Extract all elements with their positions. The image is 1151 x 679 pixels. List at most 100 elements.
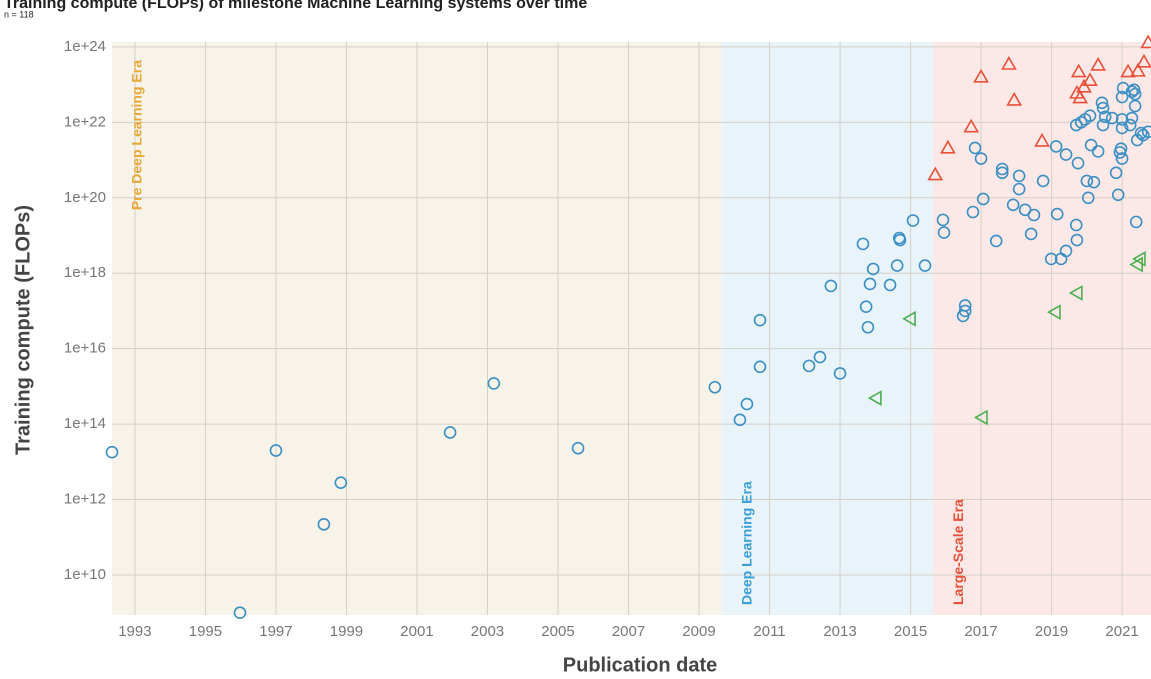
data-point: [883, 278, 897, 292]
data-point: [740, 397, 754, 411]
data-point: [1136, 53, 1151, 68]
data-point: [859, 300, 873, 313]
data-point: [1036, 174, 1050, 188]
data-point: [1091, 145, 1105, 158]
data-point: [733, 413, 747, 427]
data-point: [936, 213, 950, 227]
data-point: [1049, 140, 1063, 153]
x-tick-label: 2007: [612, 623, 645, 640]
data-point: [1095, 96, 1109, 110]
data-point: [1059, 244, 1073, 258]
x-tick-label: 2013: [823, 623, 856, 640]
y-axis-label: Training compute (FLOPs): [12, 205, 34, 455]
data-point: [1115, 90, 1129, 104]
x-tick-label: 2021: [1105, 623, 1138, 640]
data-point: [1083, 109, 1097, 123]
x-axis-label: Publication date: [563, 654, 717, 676]
grid: [112, 42, 1151, 615]
data-point: [1115, 121, 1129, 135]
data-point: [487, 377, 501, 390]
x-tick-label: 2001: [400, 623, 433, 640]
data-point: [902, 310, 916, 327]
data-point: [856, 237, 870, 251]
data-point: [753, 313, 767, 327]
data-point: [1059, 148, 1073, 161]
data-point: [233, 606, 247, 620]
data-point: [1131, 251, 1146, 267]
data-point: [906, 214, 920, 227]
data-point: [918, 259, 932, 272]
data-point: [1087, 175, 1101, 189]
data-point: [973, 68, 989, 83]
chart-subtitle: n = 118: [4, 9, 34, 19]
data-point: [1125, 85, 1139, 98]
y-tick-label: 1e+22: [64, 113, 106, 130]
data-point: [863, 277, 877, 291]
data-point: [1080, 174, 1094, 188]
data-point: [989, 234, 1003, 248]
data-point: [1076, 78, 1092, 93]
data-point: [927, 166, 944, 181]
data-point: [802, 359, 816, 373]
x-tick-label: 2017: [964, 623, 997, 640]
data-point: [269, 444, 283, 457]
data-point: [958, 299, 972, 312]
data-point: [1084, 138, 1098, 152]
x-tick-label: 1995: [189, 623, 222, 640]
data-point: [1109, 166, 1123, 180]
data-point: [866, 262, 880, 276]
x-tick-label: 2009: [682, 623, 715, 640]
data-point: [1071, 156, 1085, 170]
data-point: [1098, 110, 1112, 124]
data-point: [1123, 118, 1137, 132]
y-tick-label: 1e+14: [64, 415, 106, 432]
data-point: [1068, 285, 1083, 301]
data-point: [1120, 63, 1136, 78]
data-point: [974, 152, 988, 165]
y-tick-label: 1e+12: [64, 491, 106, 508]
data-point: [867, 390, 882, 406]
x-tick-label: 1997: [259, 623, 292, 640]
data-point: [1001, 56, 1017, 70]
data-point: [958, 304, 972, 318]
x-tick-label: 1999: [330, 623, 363, 640]
data-point: [1082, 72, 1098, 87]
data-point: [892, 231, 906, 245]
data-point: [1012, 169, 1026, 183]
data-point: [1069, 218, 1083, 232]
data-point: [1129, 215, 1143, 229]
y-tick-label: 1e+24: [64, 38, 106, 55]
era-label: Pre Deep Learning Era: [129, 60, 145, 210]
data-point: [963, 118, 980, 133]
data-point: [1114, 142, 1128, 156]
data-point: [1128, 87, 1142, 101]
data-point: [1070, 63, 1087, 78]
era-region: [933, 42, 1151, 615]
era-label: Deep Learning Era: [738, 481, 754, 605]
data-point: [966, 205, 980, 219]
data-point: [1027, 208, 1041, 222]
data-point: [1044, 252, 1058, 266]
y-tick-label: 1e+20: [64, 189, 106, 206]
y-tick-label: 1e+18: [64, 264, 106, 281]
data-point: [1072, 89, 1089, 104]
x-tick-label: 2005: [541, 623, 574, 640]
data-point: [1128, 99, 1142, 113]
data-point: [833, 367, 847, 380]
data-point: [1141, 125, 1151, 139]
chart-title: Training compute (FLOPs) of milestone Ma…: [4, 0, 587, 12]
data-point: [334, 476, 348, 489]
data-point: [937, 226, 951, 239]
data-point: [1006, 91, 1023, 106]
era-label: Large-Scale Era: [950, 499, 966, 605]
y-tick-label: 1e+16: [64, 340, 106, 357]
x-tick-label: 2011: [753, 623, 785, 640]
data-point: [105, 445, 119, 459]
labels: 1993 1995 1997 1999 2001 2003 2005 2007 2009 2011…: [64, 38, 1139, 640]
data-point: [1081, 191, 1095, 205]
x-tick-label: 2019: [1035, 623, 1068, 640]
data-point: [708, 380, 722, 394]
y-tick-label: 1e+10: [64, 566, 106, 583]
data-point: [1050, 207, 1064, 221]
